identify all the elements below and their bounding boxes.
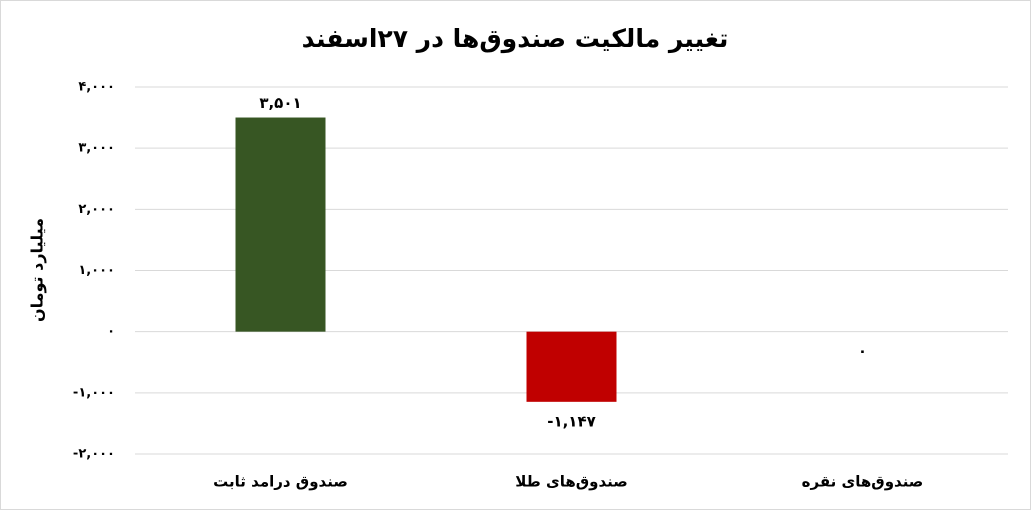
value-label: ۰: [858, 342, 867, 360]
chart-title: تغییر مالکیت صندوق‌ها در ۲۷اسفند: [302, 24, 729, 54]
x-tick-label: صندوق‌های طلا: [515, 473, 628, 491]
y-tick-label: ۴,۰۰۰: [78, 80, 115, 95]
value-label: -۱,۱۴۷: [547, 412, 596, 430]
y-tick-label: ۱,۰۰۰: [78, 263, 115, 278]
y-tick-label: ۳,۰۰۰: [78, 141, 115, 156]
x-tick-label: صندوق‌های نقره: [802, 473, 924, 491]
y-tick-label: ۲,۰۰۰: [78, 202, 115, 217]
bar: [526, 331, 617, 402]
y-axis-label: میلیارد تومان: [28, 218, 47, 322]
y-tick-label: -۱,۰۰۰: [73, 385, 115, 400]
x-tick-label: صندوق درامد ثابت: [213, 473, 348, 491]
y-tick-label: ۰: [107, 324, 115, 339]
value-label: ۳,۵۰۱: [259, 94, 301, 112]
y-tick-label: -۲,۰۰۰: [73, 447, 115, 462]
bar: [235, 117, 326, 332]
